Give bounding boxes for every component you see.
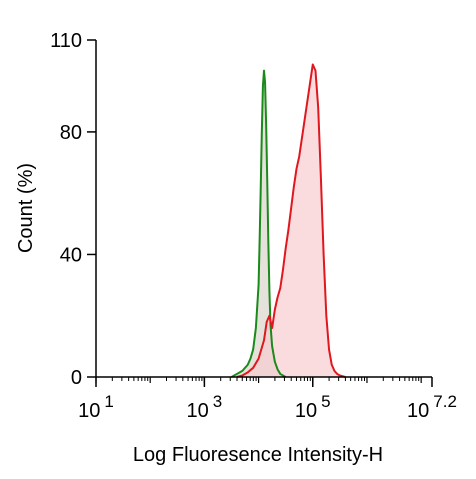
x-axis-title: Log Fluoresence Intensity-H bbox=[133, 444, 383, 466]
series-1-line bbox=[236, 63, 346, 378]
y-tick-label-0: 0 bbox=[71, 367, 82, 389]
series-0-line bbox=[230, 69, 287, 378]
x-tick-label-2: 10 5 bbox=[295, 392, 331, 422]
series-1-fill bbox=[236, 64, 346, 377]
series-0-fill bbox=[231, 70, 286, 377]
y-tick-label-2: 80 bbox=[60, 122, 82, 144]
x-tick-label-1: 10 3 bbox=[187, 392, 223, 422]
x-tick-label-3: 10 7.2 bbox=[407, 392, 457, 422]
x-tick-label-0: 10 1 bbox=[78, 392, 114, 422]
y-axis-title: Count (%) bbox=[15, 163, 37, 253]
y-tick-label-3: 110 bbox=[50, 30, 82, 52]
y-tick-label-1: 40 bbox=[60, 244, 82, 266]
